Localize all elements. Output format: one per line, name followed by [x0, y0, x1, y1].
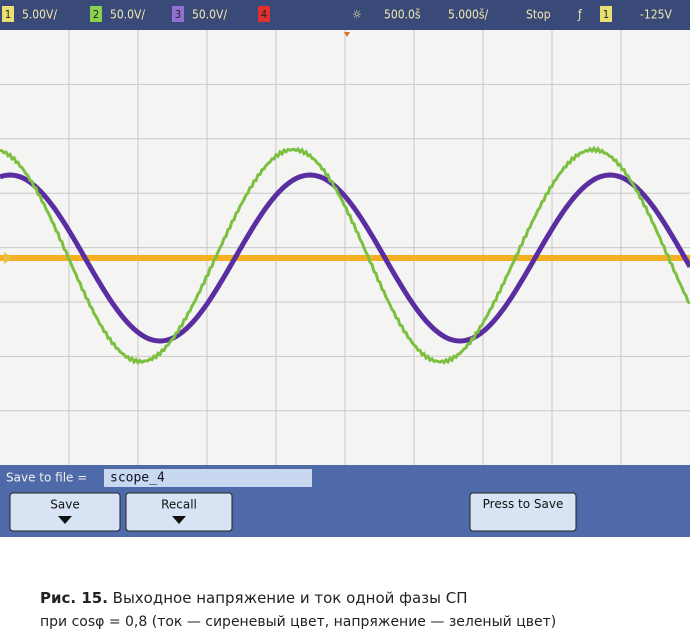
status-bar [0, 0, 690, 30]
timebase: 5.000š/ [448, 8, 489, 22]
ch3-scale: 50.0V/ [192, 8, 227, 22]
graticule [0, 30, 690, 465]
trigger-position-icon: ☼ [352, 8, 362, 22]
trigger-channel: 1 [603, 8, 609, 21]
delay: 500.0š [384, 8, 421, 22]
save-button[interactable] [9, 492, 121, 532]
recall-arrow [172, 516, 186, 524]
softkeys: Save Recall Press to Save [9, 492, 577, 532]
press-to-save-button[interactable] [469, 492, 577, 532]
ch2-number: 2 [93, 8, 99, 21]
ch2-scale: 50.0V/ [110, 8, 145, 22]
press-to-save-label[interactable]: Press to Save [482, 497, 564, 511]
ch1-number: 1 [5, 8, 11, 21]
ch4-number: 4 [261, 8, 267, 21]
save-label: Save to file = [6, 471, 87, 485]
filename-field [104, 469, 312, 487]
caption-number: Рис. 15. [40, 589, 108, 607]
trigger-edge-icon: ƒ [577, 8, 583, 22]
recall-button[interactable] [125, 492, 233, 532]
ch4-badge [258, 6, 270, 22]
ch3-badge [172, 6, 184, 22]
ch1-scale: 5.00V/ [22, 8, 57, 22]
run-state: Stop [526, 8, 551, 22]
trigger-marker [344, 32, 350, 37]
ch1-badge [2, 6, 14, 22]
voltage-trace [0, 145, 690, 366]
recall-button-label[interactable]: Recall [161, 498, 197, 512]
ground-marker [4, 252, 12, 264]
filename: scope_4 [110, 471, 165, 486]
save-button-label[interactable]: Save [50, 498, 79, 512]
caption-title: Выходное напряжение и ток одной фазы СП [113, 589, 468, 607]
save-arrow [58, 516, 72, 524]
current-trace [0, 172, 690, 344]
ch3-number: 3 [175, 8, 181, 21]
trigger-level: -125V [640, 8, 672, 22]
trigger-badge [600, 6, 612, 22]
caption-line1: Рис. 15. Выходное напряжение и ток одной… [40, 589, 468, 607]
press-to-save-wrap: Press to Save [482, 497, 564, 511]
caption-line2: при cosφ = 0,8 (ток — сиреневый цвет, на… [40, 614, 556, 630]
ch2-badge [90, 6, 102, 22]
